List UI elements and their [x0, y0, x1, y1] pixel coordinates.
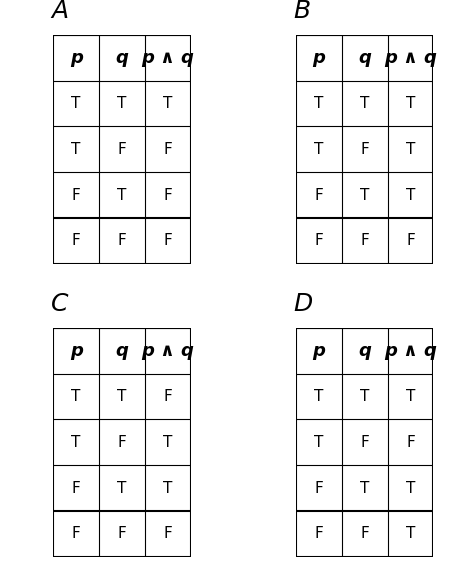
Text: F: F: [71, 187, 80, 202]
Text: T: T: [359, 96, 368, 111]
Text: F: F: [359, 142, 368, 157]
Text: p ∧ q: p ∧ q: [141, 49, 194, 67]
Text: p ∧ q: p ∧ q: [383, 49, 436, 67]
Text: T: T: [71, 389, 80, 404]
Text: T: T: [117, 187, 126, 202]
Text: T: T: [71, 96, 80, 111]
Text: T: T: [163, 435, 172, 450]
Text: T: T: [117, 96, 126, 111]
Text: T: T: [405, 142, 414, 157]
Text: T: T: [71, 142, 80, 157]
Text: p ∧ q: p ∧ q: [383, 342, 436, 360]
Text: B: B: [293, 0, 310, 23]
Text: q: q: [115, 49, 128, 67]
Text: F: F: [359, 435, 368, 450]
Text: T: T: [314, 142, 323, 157]
Text: F: F: [314, 187, 323, 202]
Text: F: F: [71, 481, 80, 496]
Text: F: F: [405, 435, 414, 450]
Text: F: F: [163, 233, 172, 248]
Text: F: F: [359, 527, 368, 541]
Text: T: T: [359, 187, 368, 202]
Text: F: F: [163, 187, 172, 202]
Text: q: q: [357, 49, 370, 67]
Text: T: T: [314, 435, 323, 450]
Text: T: T: [405, 187, 414, 202]
Text: T: T: [405, 527, 414, 541]
Text: p: p: [312, 342, 325, 360]
Text: D: D: [293, 292, 312, 317]
Text: F: F: [117, 435, 126, 450]
Text: F: F: [71, 527, 80, 541]
Text: p ∧ q: p ∧ q: [141, 342, 194, 360]
Text: T: T: [359, 389, 368, 404]
Text: T: T: [405, 389, 414, 404]
Text: T: T: [117, 481, 126, 496]
Text: F: F: [163, 527, 172, 541]
Text: q: q: [357, 342, 370, 360]
Text: p: p: [69, 342, 82, 360]
Text: T: T: [71, 435, 80, 450]
Text: F: F: [117, 527, 126, 541]
Text: C: C: [51, 292, 68, 317]
Text: F: F: [117, 233, 126, 248]
Text: T: T: [359, 481, 368, 496]
Text: T: T: [163, 481, 172, 496]
Text: q: q: [115, 342, 128, 360]
Text: T: T: [405, 481, 414, 496]
Text: p: p: [69, 49, 82, 67]
Text: F: F: [117, 142, 126, 157]
Text: F: F: [71, 233, 80, 248]
Text: F: F: [314, 527, 323, 541]
Text: A: A: [51, 0, 68, 23]
Text: T: T: [314, 389, 323, 404]
Text: T: T: [117, 389, 126, 404]
Text: T: T: [405, 96, 414, 111]
Text: F: F: [405, 233, 414, 248]
Text: T: T: [163, 96, 172, 111]
Text: F: F: [359, 233, 368, 248]
Text: F: F: [163, 142, 172, 157]
Text: p: p: [312, 49, 325, 67]
Text: F: F: [314, 233, 323, 248]
Text: F: F: [314, 481, 323, 496]
Text: T: T: [314, 96, 323, 111]
Text: F: F: [163, 389, 172, 404]
